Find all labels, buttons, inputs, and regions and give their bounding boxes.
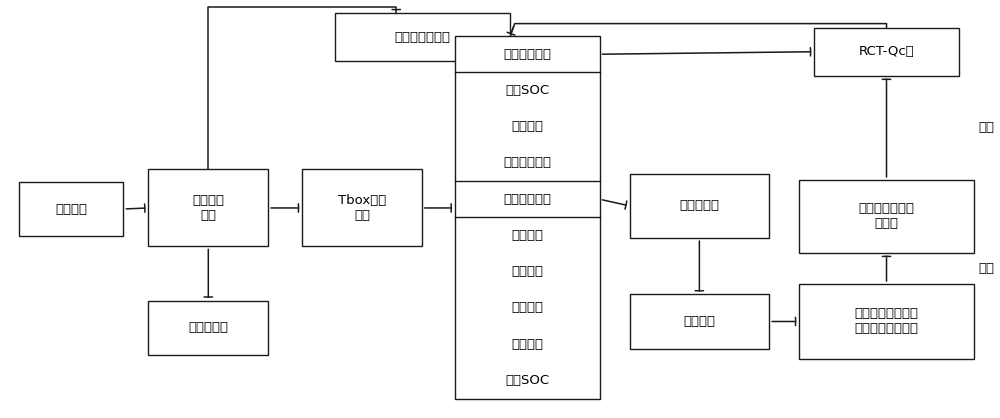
- Bar: [455, 36, 600, 398]
- Text: 更新: 更新: [979, 121, 995, 134]
- Text: 电池温度: 电池温度: [511, 120, 543, 133]
- Text: 充电过程数据: 充电过程数据: [503, 193, 551, 206]
- Bar: [335, 13, 510, 61]
- Text: 电池预测性充电时
间自适应网络模型: 电池预测性充电时 间自适应网络模型: [855, 308, 919, 336]
- Text: 电池温度: 电池温度: [511, 338, 543, 351]
- Text: 用户端显示: 用户端显示: [188, 321, 228, 334]
- Bar: [19, 182, 123, 236]
- Text: 电池电流: 电池电流: [511, 265, 543, 278]
- Text: 电池管理
系统: 电池管理 系统: [192, 194, 224, 222]
- Text: 预测总充电时间: 预测总充电时间: [394, 31, 450, 43]
- Bar: [799, 180, 974, 253]
- Text: 下一循环总充电
时间比: 下一循环总充电 时间比: [859, 202, 915, 230]
- Bar: [799, 284, 974, 359]
- Text: 电池电压: 电池电压: [511, 301, 543, 314]
- Bar: [630, 294, 769, 349]
- Text: 快慢充标志位: 快慢充标志位: [503, 156, 551, 169]
- Bar: [148, 301, 268, 355]
- Bar: [302, 169, 422, 247]
- Bar: [814, 28, 959, 76]
- Text: 电池SOC: 电池SOC: [505, 374, 549, 387]
- Text: 预测: 预测: [979, 262, 995, 275]
- Text: 采样时刻: 采样时刻: [511, 229, 543, 242]
- Bar: [630, 173, 769, 238]
- Text: 车载电池: 车载电池: [55, 202, 87, 216]
- Text: 起始SOC: 起始SOC: [505, 84, 549, 97]
- Text: 数据库存储: 数据库存储: [679, 199, 719, 212]
- Text: 充电起始数据: 充电起始数据: [503, 48, 551, 61]
- Text: 数据处理: 数据处理: [683, 315, 715, 328]
- Bar: [148, 169, 268, 247]
- Text: RCT-Qc图: RCT-Qc图: [859, 45, 914, 58]
- Text: Tbox数据
上传: Tbox数据 上传: [338, 194, 386, 222]
